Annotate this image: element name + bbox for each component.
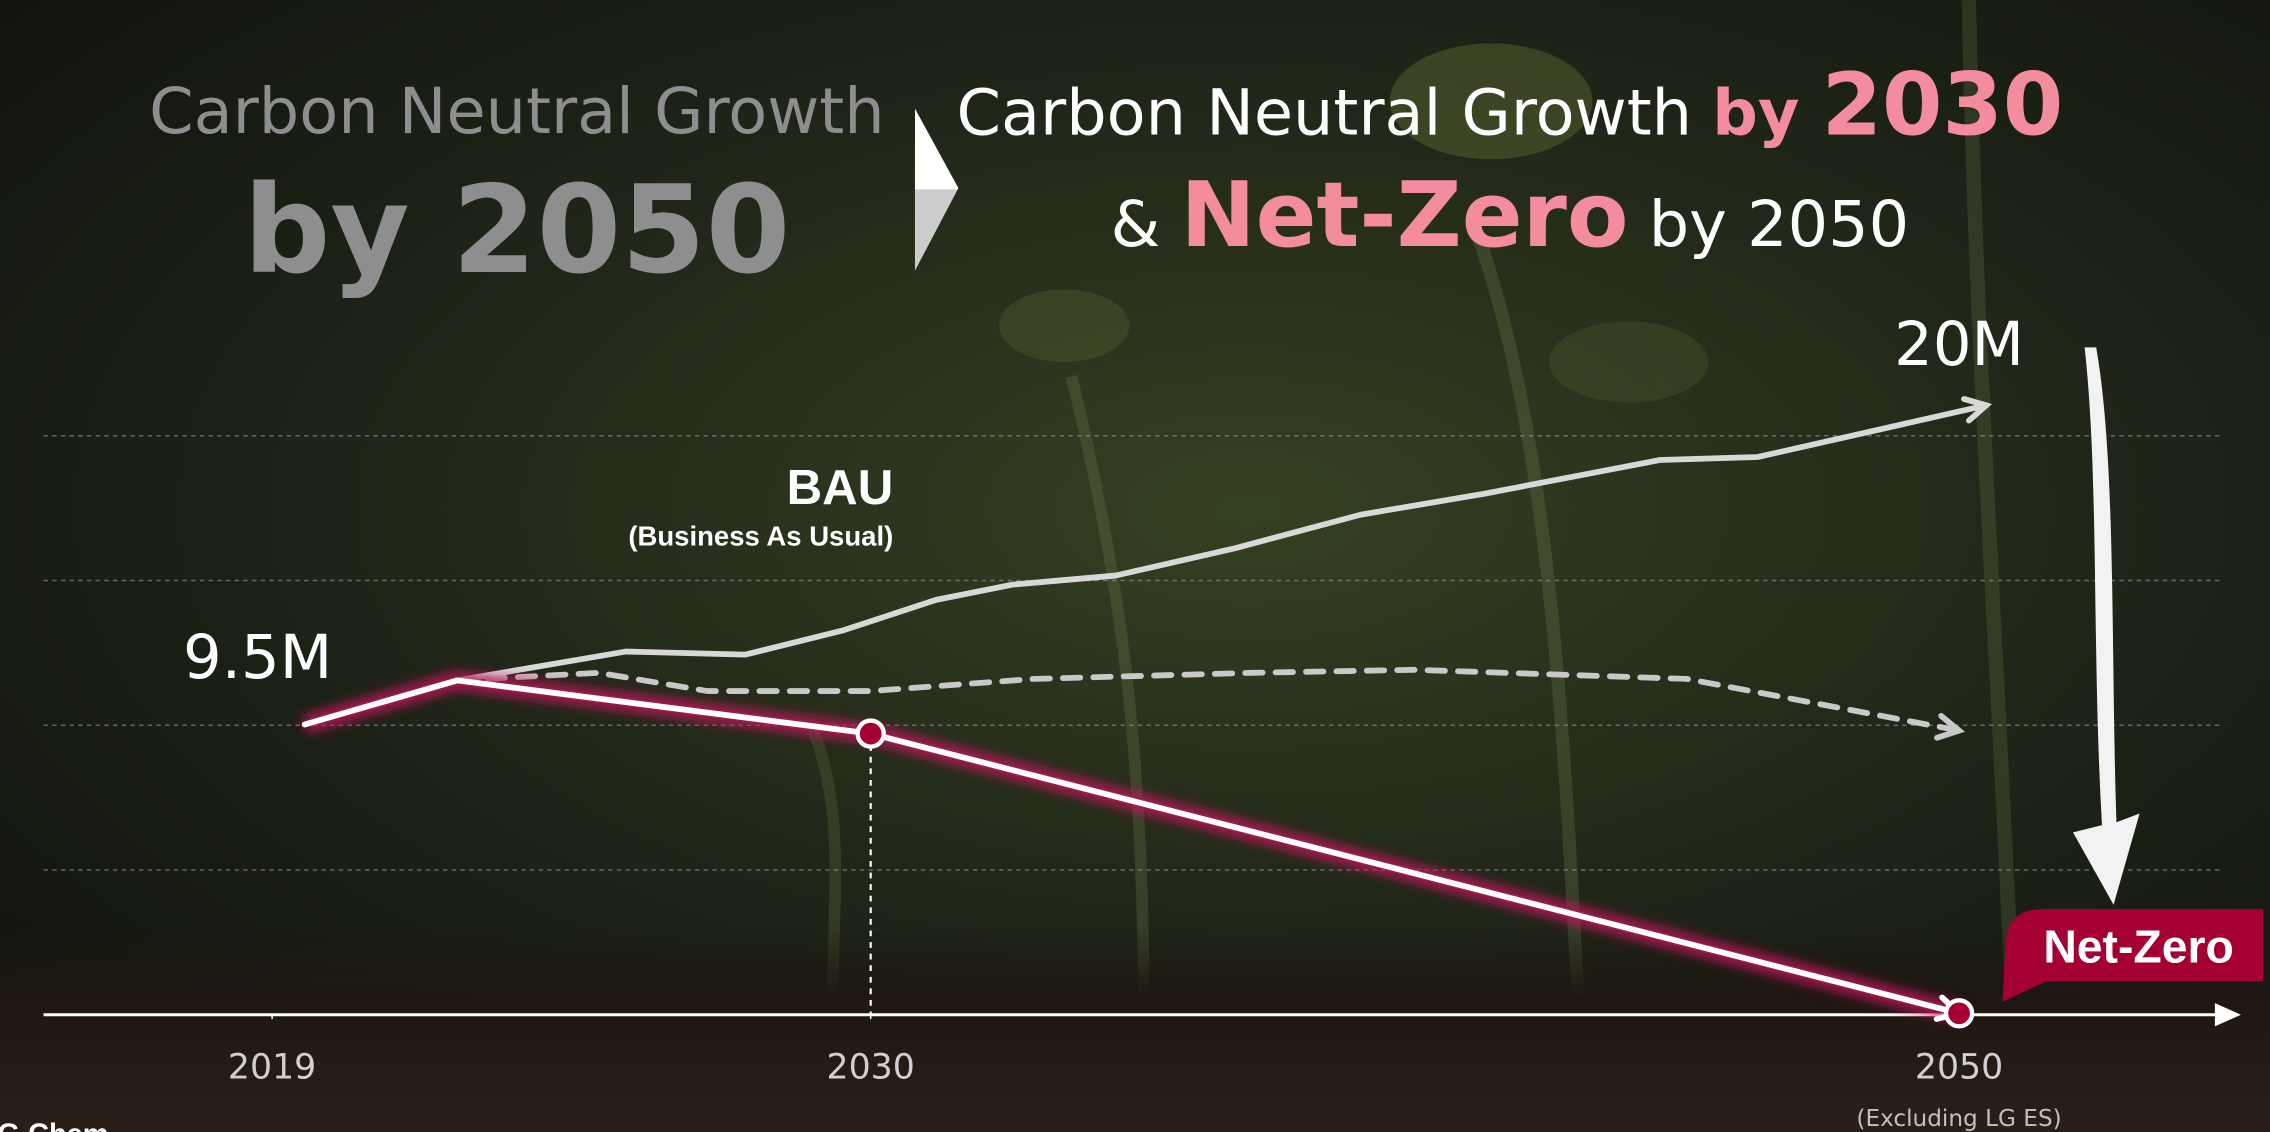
callout-label: Net-Zero [2043, 921, 2233, 973]
x-tick-label: 2030 [826, 1047, 914, 1087]
chevron [914, 108, 959, 271]
x-note: (Excluding LG ES) [1856, 1106, 2061, 1132]
heading-part: 2030 [1822, 55, 2064, 156]
down-arrow [2073, 347, 2140, 905]
callout [2002, 909, 2264, 1002]
point [855, 718, 886, 749]
annotation: 9.5M [183, 623, 332, 693]
x-axis-arrow [2214, 1003, 2241, 1027]
heading-left-line1: Carbon Neutral Growth [149, 75, 885, 149]
heading-part: by 2050 [1629, 188, 1910, 262]
line [301, 402, 1990, 728]
line-arrowhead [1934, 712, 1966, 741]
plants [805, 0, 2020, 1014]
line [454, 666, 1962, 734]
heading-part: Net-Zero [1181, 164, 1629, 268]
heading-part: by [1712, 77, 1821, 151]
series-subtitle: (Business As Usual) [628, 521, 893, 552]
point [1943, 998, 1975, 1029]
heading-part: Carbon Neutral Growth [957, 77, 1713, 151]
x-tick-label: 2019 [228, 1047, 316, 1087]
heading-part: & [1111, 188, 1181, 262]
heading-right-line2: & Net-Zero by 2050 [1111, 164, 1910, 268]
series-name: BAU [787, 460, 894, 515]
annotation: 20M [1894, 310, 2024, 380]
heading-right-line1: Carbon Neutral Growth by 2030 [957, 55, 2064, 156]
line-arrowhead [1961, 396, 1993, 424]
source: LG Chem [0, 1119, 108, 1132]
x-tick-label: 2050 [1915, 1047, 2003, 1087]
heading-left-line2: by 2050 [243, 159, 790, 301]
line [301, 677, 1962, 1017]
soil [0, 926, 2270, 1132]
